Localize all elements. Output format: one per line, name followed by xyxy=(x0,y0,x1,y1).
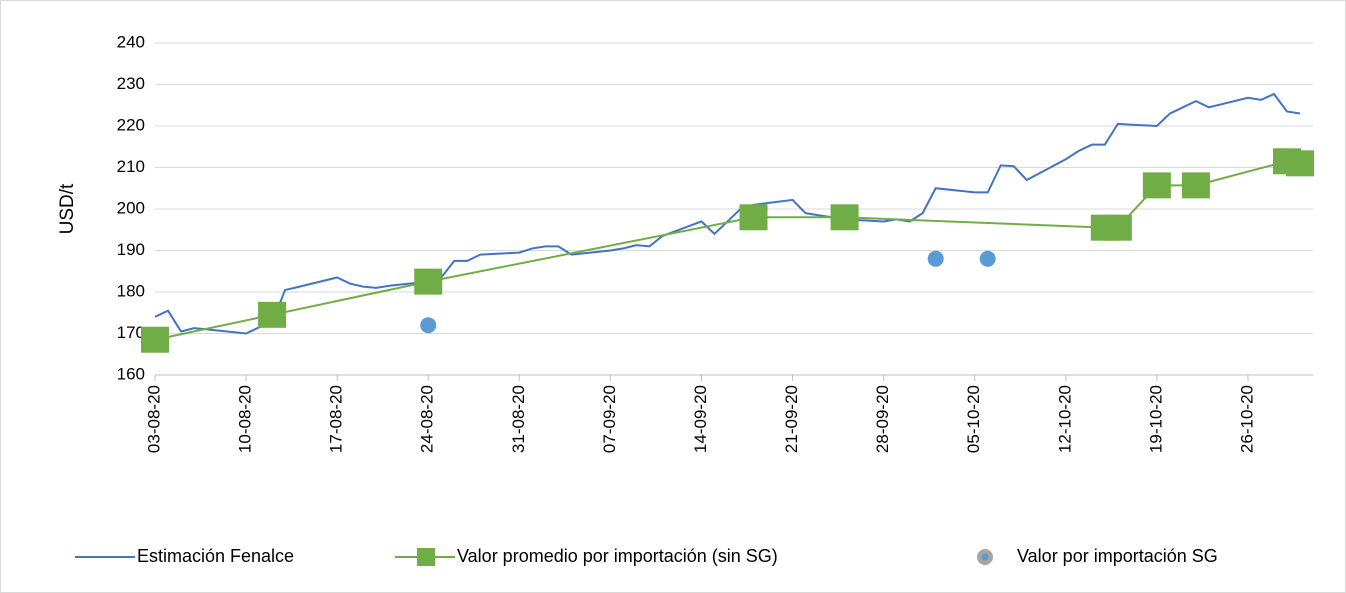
y-tick-label: 200 xyxy=(117,198,145,217)
x-tick-label: 21-09-20 xyxy=(782,385,801,453)
y-tick-label: 170 xyxy=(117,323,145,342)
y-tick-label: 220 xyxy=(117,115,145,134)
marker xyxy=(414,268,443,295)
marker xyxy=(141,326,169,353)
y-tick-label: 160 xyxy=(117,364,145,383)
x-tick-label: 17-08-20 xyxy=(327,385,346,453)
marker xyxy=(927,250,944,267)
legend-marker xyxy=(981,553,989,561)
legend-label: Valor promedio por importación (sin SG) xyxy=(457,546,778,566)
x-tick-label: 12-10-20 xyxy=(1055,385,1074,453)
y-tick-label: 180 xyxy=(117,281,145,300)
x-tick-label: 05-10-20 xyxy=(964,385,983,453)
marker xyxy=(1142,172,1171,199)
x-tick-label: 26-10-20 xyxy=(1237,385,1256,453)
x-tick-label: 03-08-20 xyxy=(144,385,163,453)
legend-marker xyxy=(417,548,435,566)
x-tick-label: 07-09-20 xyxy=(600,385,619,453)
x-tick-label: 14-09-20 xyxy=(691,385,710,453)
y-tick-label: 190 xyxy=(117,240,145,259)
marker xyxy=(1103,214,1132,241)
y-tick-label: 230 xyxy=(117,74,145,93)
marker xyxy=(258,301,287,328)
legend-label: Estimación Fenalce xyxy=(137,546,294,566)
x-tick-label: 31-08-20 xyxy=(509,385,528,453)
x-tick-label: 10-08-20 xyxy=(236,385,255,453)
x-tick-label: 24-08-20 xyxy=(418,385,437,453)
marker xyxy=(830,204,859,231)
legend-label: Valor por importación SG xyxy=(1017,546,1218,566)
marker xyxy=(739,204,768,231)
marker xyxy=(420,317,437,334)
marker xyxy=(1181,172,1210,199)
x-tick-label: 28-09-20 xyxy=(873,385,892,453)
marker xyxy=(1285,150,1314,177)
y-tick-label: 240 xyxy=(117,32,145,51)
y-tick-label: 210 xyxy=(117,157,145,176)
marker xyxy=(979,250,996,267)
x-tick-label: 19-10-20 xyxy=(1146,385,1165,453)
y-axis-label: USD/t xyxy=(57,183,78,234)
